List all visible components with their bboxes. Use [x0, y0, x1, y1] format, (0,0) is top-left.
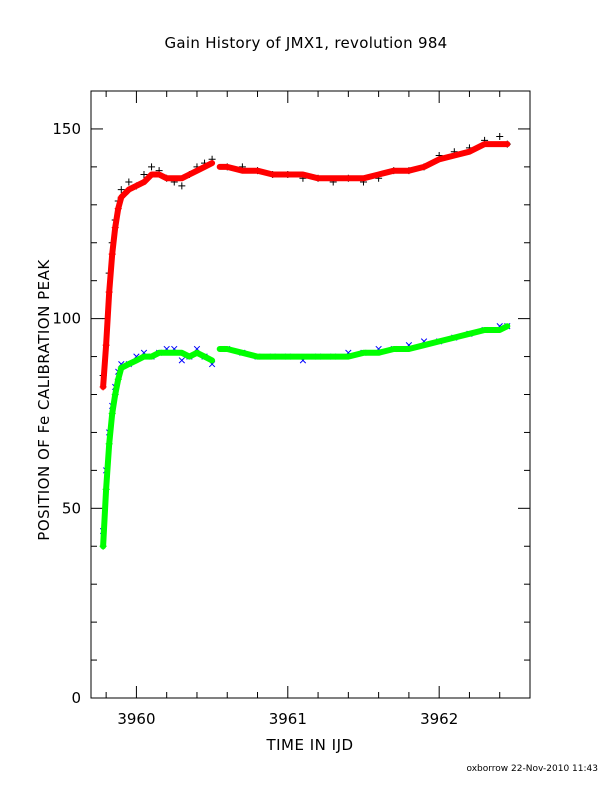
x-tick-label: 3961	[269, 710, 307, 728]
plus-point	[125, 178, 133, 186]
plus-point	[178, 182, 186, 190]
line-start-marker	[108, 409, 116, 417]
y-tick-label: 0	[71, 689, 81, 707]
line-start-marker	[105, 440, 113, 448]
y-axis-label: POSITION OF Fe CALIBRATION PEAK	[35, 259, 53, 541]
plot-frame	[90, 90, 531, 699]
y-tick-label: 150	[52, 120, 81, 138]
y-tick-label: 50	[62, 499, 81, 517]
line-start-marker	[108, 250, 116, 258]
plus-point	[148, 163, 156, 171]
line-start-marker	[114, 375, 122, 383]
plus-point	[496, 133, 504, 141]
plus-point	[117, 186, 125, 194]
x-tick-label: 3962	[420, 710, 458, 728]
line-start-marker	[105, 288, 113, 296]
green-smoothed-line	[100, 349, 216, 550]
line-start-marker	[117, 193, 125, 201]
plus-point	[140, 170, 148, 178]
line-start-marker	[111, 391, 119, 398]
cross-point	[178, 357, 185, 364]
green-smoothed-line	[216, 323, 511, 360]
line-start-marker	[102, 485, 110, 493]
x-tick-label: 3960	[117, 710, 155, 728]
line-start-marker	[99, 542, 107, 550]
line-start-marker	[117, 364, 125, 372]
chart-title: Gain History of JMX1, revolution 984	[164, 34, 448, 52]
y-tick-label: 100	[52, 310, 81, 328]
x-axis-label: TIME IN IJD	[266, 736, 354, 754]
line-start-marker	[99, 383, 107, 391]
line-start-marker	[102, 341, 110, 349]
line-start-marker	[114, 205, 122, 213]
line-start-marker	[111, 224, 119, 232]
footer-credit: oxborrow 22-Nov-2010 11:43	[466, 764, 598, 774]
red-smoothed-line	[216, 141, 511, 182]
